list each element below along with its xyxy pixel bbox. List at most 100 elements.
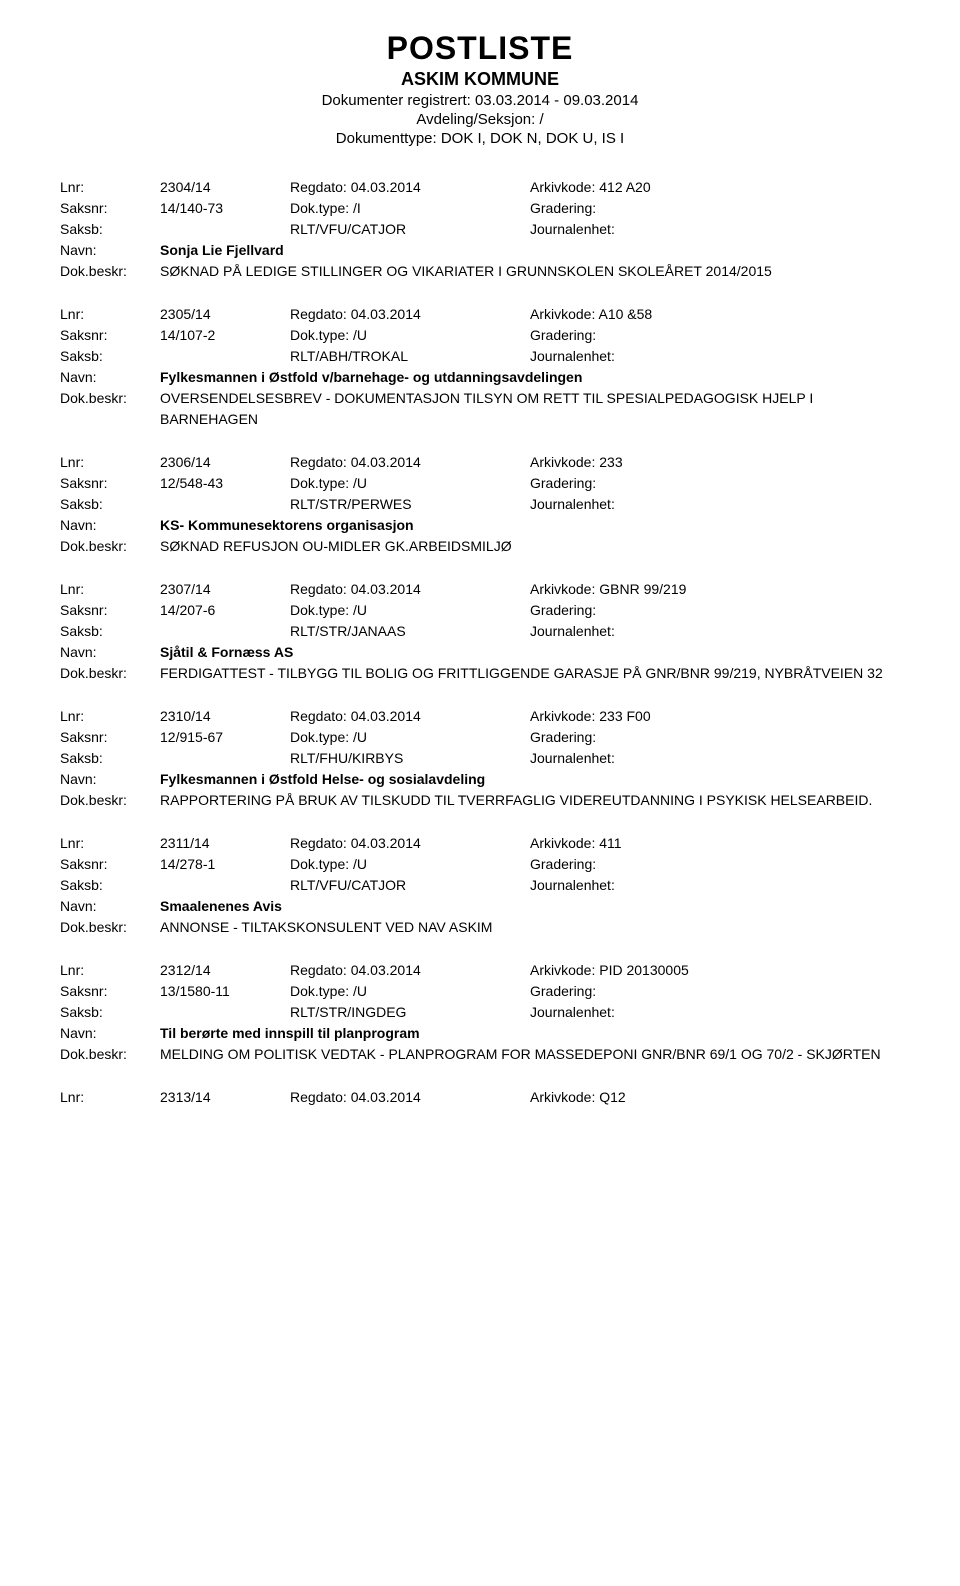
saksb-value: RLT/VFU/CATJOR: [290, 219, 530, 240]
lnr-label: Lnr:: [60, 1087, 160, 1108]
arkivkode-cell: Arkivkode: 412 A20: [530, 177, 900, 198]
beskr-label: Dok.beskr:: [60, 790, 160, 811]
saksnr-label: Saksnr:: [60, 854, 160, 875]
beskr-label: Dok.beskr:: [60, 663, 160, 684]
entry: Lnr: 2310/14 Regdato: 04.03.2014 Arkivko…: [60, 706, 900, 811]
arkivkode-cell: Arkivkode: 233: [530, 452, 900, 473]
gradering-cell: Gradering:: [530, 473, 900, 494]
journalenhet-cell: Journalenhet:: [530, 346, 900, 367]
regdato-cell: Regdato: 04.03.2014: [290, 833, 530, 854]
lnr-label: Lnr:: [60, 579, 160, 600]
saksnr-value: 12/915-67: [160, 727, 290, 748]
gradering-cell: Gradering:: [530, 727, 900, 748]
entry: Lnr: 2311/14 Regdato: 04.03.2014 Arkivko…: [60, 833, 900, 938]
arkivkode-cell: Arkivkode: PID 20130005: [530, 960, 900, 981]
regdato-cell: Regdato: 04.03.2014: [290, 304, 530, 325]
header-section: Avdeling/Seksjon: /: [60, 111, 900, 128]
beskr-label: Dok.beskr:: [60, 1044, 160, 1065]
beskr-value: OVERSENDELSESBREV - DOKUMENTASJON TILSYN…: [160, 388, 900, 430]
beskr-label: Dok.beskr:: [60, 917, 160, 938]
doktype-cell: Dok.type: /U: [290, 473, 530, 494]
navn-value: Fylkesmannen i Østfold Helse- og sosiala…: [160, 769, 485, 790]
navn-value: Fylkesmannen i Østfold v/barnehage- og u…: [160, 367, 582, 388]
regdato-cell: Regdato: 04.03.2014: [290, 452, 530, 473]
lnr-value: 2310/14: [160, 706, 290, 727]
saksnr-label: Saksnr:: [60, 600, 160, 621]
saksnr-value: 14/278-1: [160, 854, 290, 875]
saksnr-value: 13/1580-11: [160, 981, 290, 1002]
saksnr-label: Saksnr:: [60, 198, 160, 219]
journalenhet-cell: Journalenhet:: [530, 1002, 900, 1023]
saksb-value: RLT/STR/INGDEG: [290, 1002, 530, 1023]
saksb-label: Saksb:: [60, 219, 160, 240]
arkivkode-cell: Arkivkode: 233 F00: [530, 706, 900, 727]
gradering-cell: Gradering:: [530, 600, 900, 621]
spacer: [160, 621, 290, 642]
arkivkode-cell: Arkivkode: Q12: [530, 1087, 900, 1108]
navn-value: Sonja Lie Fjellvard: [160, 240, 284, 261]
entry-partial: Lnr: 2313/14 Regdato: 04.03.2014 Arkivko…: [60, 1087, 900, 1108]
doktype-cell: Dok.type: /U: [290, 325, 530, 346]
journalenhet-cell: Journalenhet:: [530, 219, 900, 240]
lnr-value: 2307/14: [160, 579, 290, 600]
saksnr-value: 14/107-2: [160, 325, 290, 346]
saksb-label: Saksb:: [60, 494, 160, 515]
gradering-cell: Gradering:: [530, 325, 900, 346]
beskr-value: SØKNAD REFUSJON OU-MIDLER GK.ARBEIDSMILJ…: [160, 536, 900, 557]
navn-value: KS- Kommunesektorens organisasjon: [160, 515, 414, 536]
arkivkode-cell: Arkivkode: GBNR 99/219: [530, 579, 900, 600]
saksb-value: RLT/FHU/KIRBYS: [290, 748, 530, 769]
journalenhet-cell: Journalenhet:: [530, 621, 900, 642]
gradering-cell: Gradering:: [530, 198, 900, 219]
saksb-value: RLT/STR/PERWES: [290, 494, 530, 515]
spacer: [160, 748, 290, 769]
lnr-label: Lnr:: [60, 177, 160, 198]
navn-label: Navn:: [60, 896, 160, 917]
navn-value: Smaalenenes Avis: [160, 896, 282, 917]
beskr-value: ANNONSE - TILTAKSKONSULENT VED NAV ASKIM: [160, 917, 900, 938]
entry: Lnr: 2307/14 Regdato: 04.03.2014 Arkivko…: [60, 579, 900, 684]
saksb-label: Saksb:: [60, 1002, 160, 1023]
beskr-value: SØKNAD PÅ LEDIGE STILLINGER OG VIKARIATE…: [160, 261, 900, 282]
spacer: [160, 494, 290, 515]
navn-label: Navn:: [60, 515, 160, 536]
saksb-label: Saksb:: [60, 621, 160, 642]
saksb-value: RLT/VFU/CATJOR: [290, 875, 530, 896]
regdato-cell: Regdato: 04.03.2014: [290, 579, 530, 600]
document-header: POSTLISTE ASKIM KOMMUNE Dokumenter regis…: [60, 30, 900, 147]
regdato-cell: Regdato: 04.03.2014: [290, 1087, 530, 1108]
header-org: ASKIM KOMMUNE: [60, 69, 900, 90]
journalenhet-cell: Journalenhet:: [530, 875, 900, 896]
spacer: [160, 1002, 290, 1023]
navn-label: Navn:: [60, 642, 160, 663]
saksb-label: Saksb:: [60, 346, 160, 367]
entry: Lnr: 2312/14 Regdato: 04.03.2014 Arkivko…: [60, 960, 900, 1065]
lnr-label: Lnr:: [60, 304, 160, 325]
doktype-cell: Dok.type: /U: [290, 727, 530, 748]
lnr-value: 2306/14: [160, 452, 290, 473]
doktype-cell: Dok.type: /U: [290, 600, 530, 621]
gradering-cell: Gradering:: [530, 981, 900, 1002]
navn-label: Navn:: [60, 769, 160, 790]
spacer: [160, 346, 290, 367]
beskr-value: RAPPORTERING PÅ BRUK AV TILSKUDD TIL TVE…: [160, 790, 900, 811]
gradering-cell: Gradering:: [530, 854, 900, 875]
entry: Lnr: 2305/14 Regdato: 04.03.2014 Arkivko…: [60, 304, 900, 430]
saksnr-label: Saksnr:: [60, 325, 160, 346]
entry: Lnr: 2304/14 Regdato: 04.03.2014 Arkivko…: [60, 177, 900, 282]
saksnr-label: Saksnr:: [60, 473, 160, 494]
lnr-label: Lnr:: [60, 833, 160, 854]
beskr-label: Dok.beskr:: [60, 261, 160, 282]
beskr-label: Dok.beskr:: [60, 536, 160, 557]
beskr-label: Dok.beskr:: [60, 388, 160, 430]
saksb-value: RLT/ABH/TROKAL: [290, 346, 530, 367]
regdato-cell: Regdato: 04.03.2014: [290, 706, 530, 727]
lnr-label: Lnr:: [60, 960, 160, 981]
lnr-label: Lnr:: [60, 452, 160, 473]
navn-label: Navn:: [60, 367, 160, 388]
saksnr-value: 14/140-73: [160, 198, 290, 219]
saksb-label: Saksb:: [60, 875, 160, 896]
doktype-cell: Dok.type: /U: [290, 854, 530, 875]
beskr-value: MELDING OM POLITISK VEDTAK - PLANPROGRAM…: [160, 1044, 900, 1065]
navn-value: Sjåtil & Fornæss AS: [160, 642, 293, 663]
